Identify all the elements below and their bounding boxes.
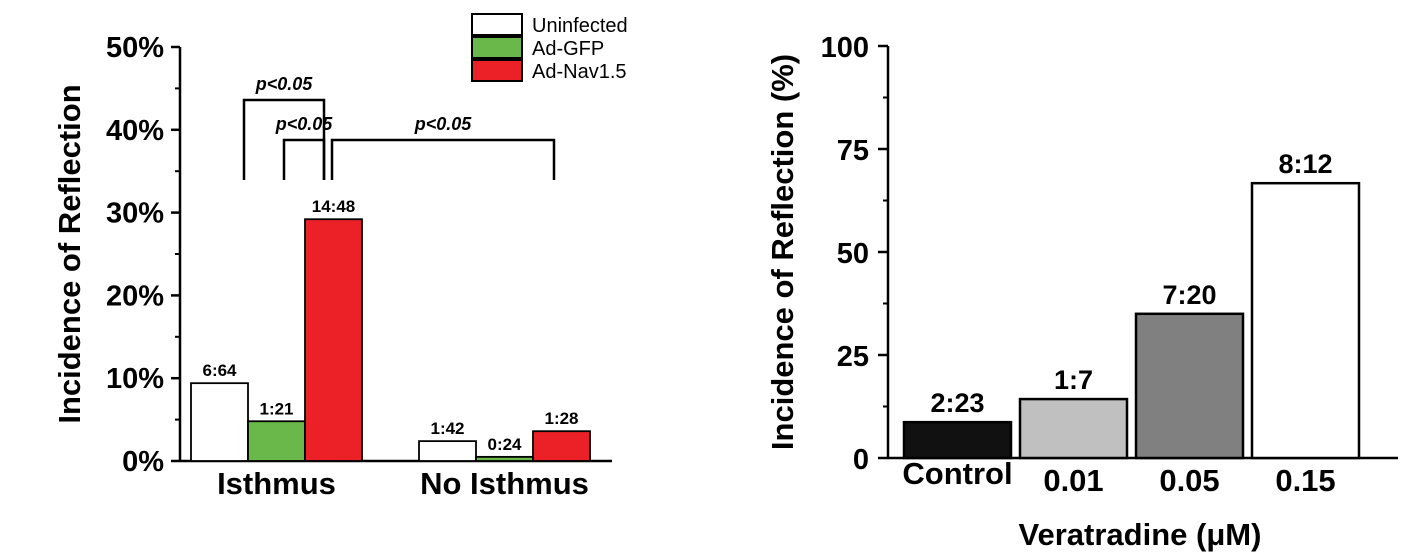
right-y-tick-label: 100 — [821, 32, 869, 64]
right-y-tick-label: 75 — [837, 135, 869, 167]
left-y-axis-label: Incidence of Reflection — [52, 84, 87, 423]
left-y-tick-label: 10% — [106, 363, 164, 395]
left-bar — [304, 218, 363, 462]
left-bar-data-label: 1:28 — [544, 409, 578, 428]
right-y-tick-label: 25 — [837, 341, 869, 373]
right-category-label: 0.15 — [1275, 463, 1335, 498]
left-y-ticks: 0% 10% 20% 30% 40% 50% — [106, 32, 180, 478]
left-y-tick-label: 50% — [106, 32, 164, 64]
right-bar — [1250, 181, 1361, 460]
legend-swatch — [471, 13, 523, 36]
legend-label: Ad-GFP — [532, 38, 604, 60]
left-bar — [190, 382, 249, 462]
left-chart: 0% 10% 20% 30% 40% 50% 6:64 1:21 14:48 1:42 0:24 1… — [52, 13, 628, 501]
left-y-tick-label: 40% — [106, 115, 164, 147]
significance-label: p<0.05 — [255, 74, 314, 94]
left-bar-data-label: 14:48 — [312, 197, 355, 216]
left-bar-data-label: 1:21 — [259, 399, 293, 418]
left-category-label: No Isthmus — [420, 466, 589, 501]
legend-label: Uninfected — [532, 15, 628, 37]
right-bar-data-label: 2:23 — [930, 388, 984, 418]
left-bar-data-label: 6:64 — [202, 361, 237, 380]
right-category-label: 0.01 — [1043, 463, 1103, 498]
right-bars: 2:23 1:7 7:20 8:12 — [902, 149, 1361, 460]
right-y-tick-label: 0 — [853, 444, 869, 476]
right-bar-data-label: 7:20 — [1162, 280, 1216, 310]
left-bar-data-label: 0:24 — [487, 435, 522, 454]
right-bar-data-label: 8:12 — [1278, 149, 1332, 179]
left-bars: 6:64 1:21 14:48 1:42 0:24 1:28 — [190, 197, 591, 462]
right-bar — [902, 420, 1013, 460]
right-chart: 0 25 50 75 100 2:23 1:7 7:20 8:12 Control 0.01 0.… — [765, 32, 1398, 552]
right-y-axis-label: Incidence of Reflection (%) — [765, 54, 800, 450]
left-category-label: Isthmus — [217, 466, 336, 501]
left-y-tick-label: 20% — [106, 280, 164, 312]
left-bar — [475, 455, 534, 462]
left-bar — [247, 420, 306, 462]
legend-swatch — [471, 36, 523, 59]
significance-bracket — [282, 138, 326, 180]
right-y-ticks: 0 25 50 75 100 — [821, 32, 888, 476]
left-category-labels: Isthmus No Isthmus — [217, 466, 589, 501]
right-category-label: Control — [902, 456, 1012, 491]
right-x-axis-label: Veratradine (μM) — [1019, 517, 1262, 552]
right-category-labels: Control 0.01 0.05 0.15 — [902, 456, 1335, 498]
left-bar-data-label: 1:42 — [430, 419, 464, 438]
significance-label: p<0.05 — [275, 114, 334, 134]
right-y-tick-label: 50 — [837, 238, 869, 270]
significance-label: p<0.05 — [414, 114, 473, 134]
left-significance-brackets: p<0.05 p<0.05 p<0.05 — [242, 74, 556, 180]
left-y-tick-label: 30% — [106, 198, 164, 230]
legend-swatch — [471, 59, 523, 82]
legend-label: Ad-Nav1.5 — [532, 61, 627, 83]
left-bar — [418, 440, 477, 462]
right-bar — [1134, 312, 1245, 460]
significance-bracket — [330, 138, 556, 180]
right-bar — [1018, 397, 1129, 460]
left-y-tick-label: 0% — [122, 446, 164, 478]
right-category-label: 0.05 — [1159, 463, 1219, 498]
left-bar — [532, 430, 591, 462]
right-bar-data-label: 1:7 — [1054, 365, 1093, 395]
